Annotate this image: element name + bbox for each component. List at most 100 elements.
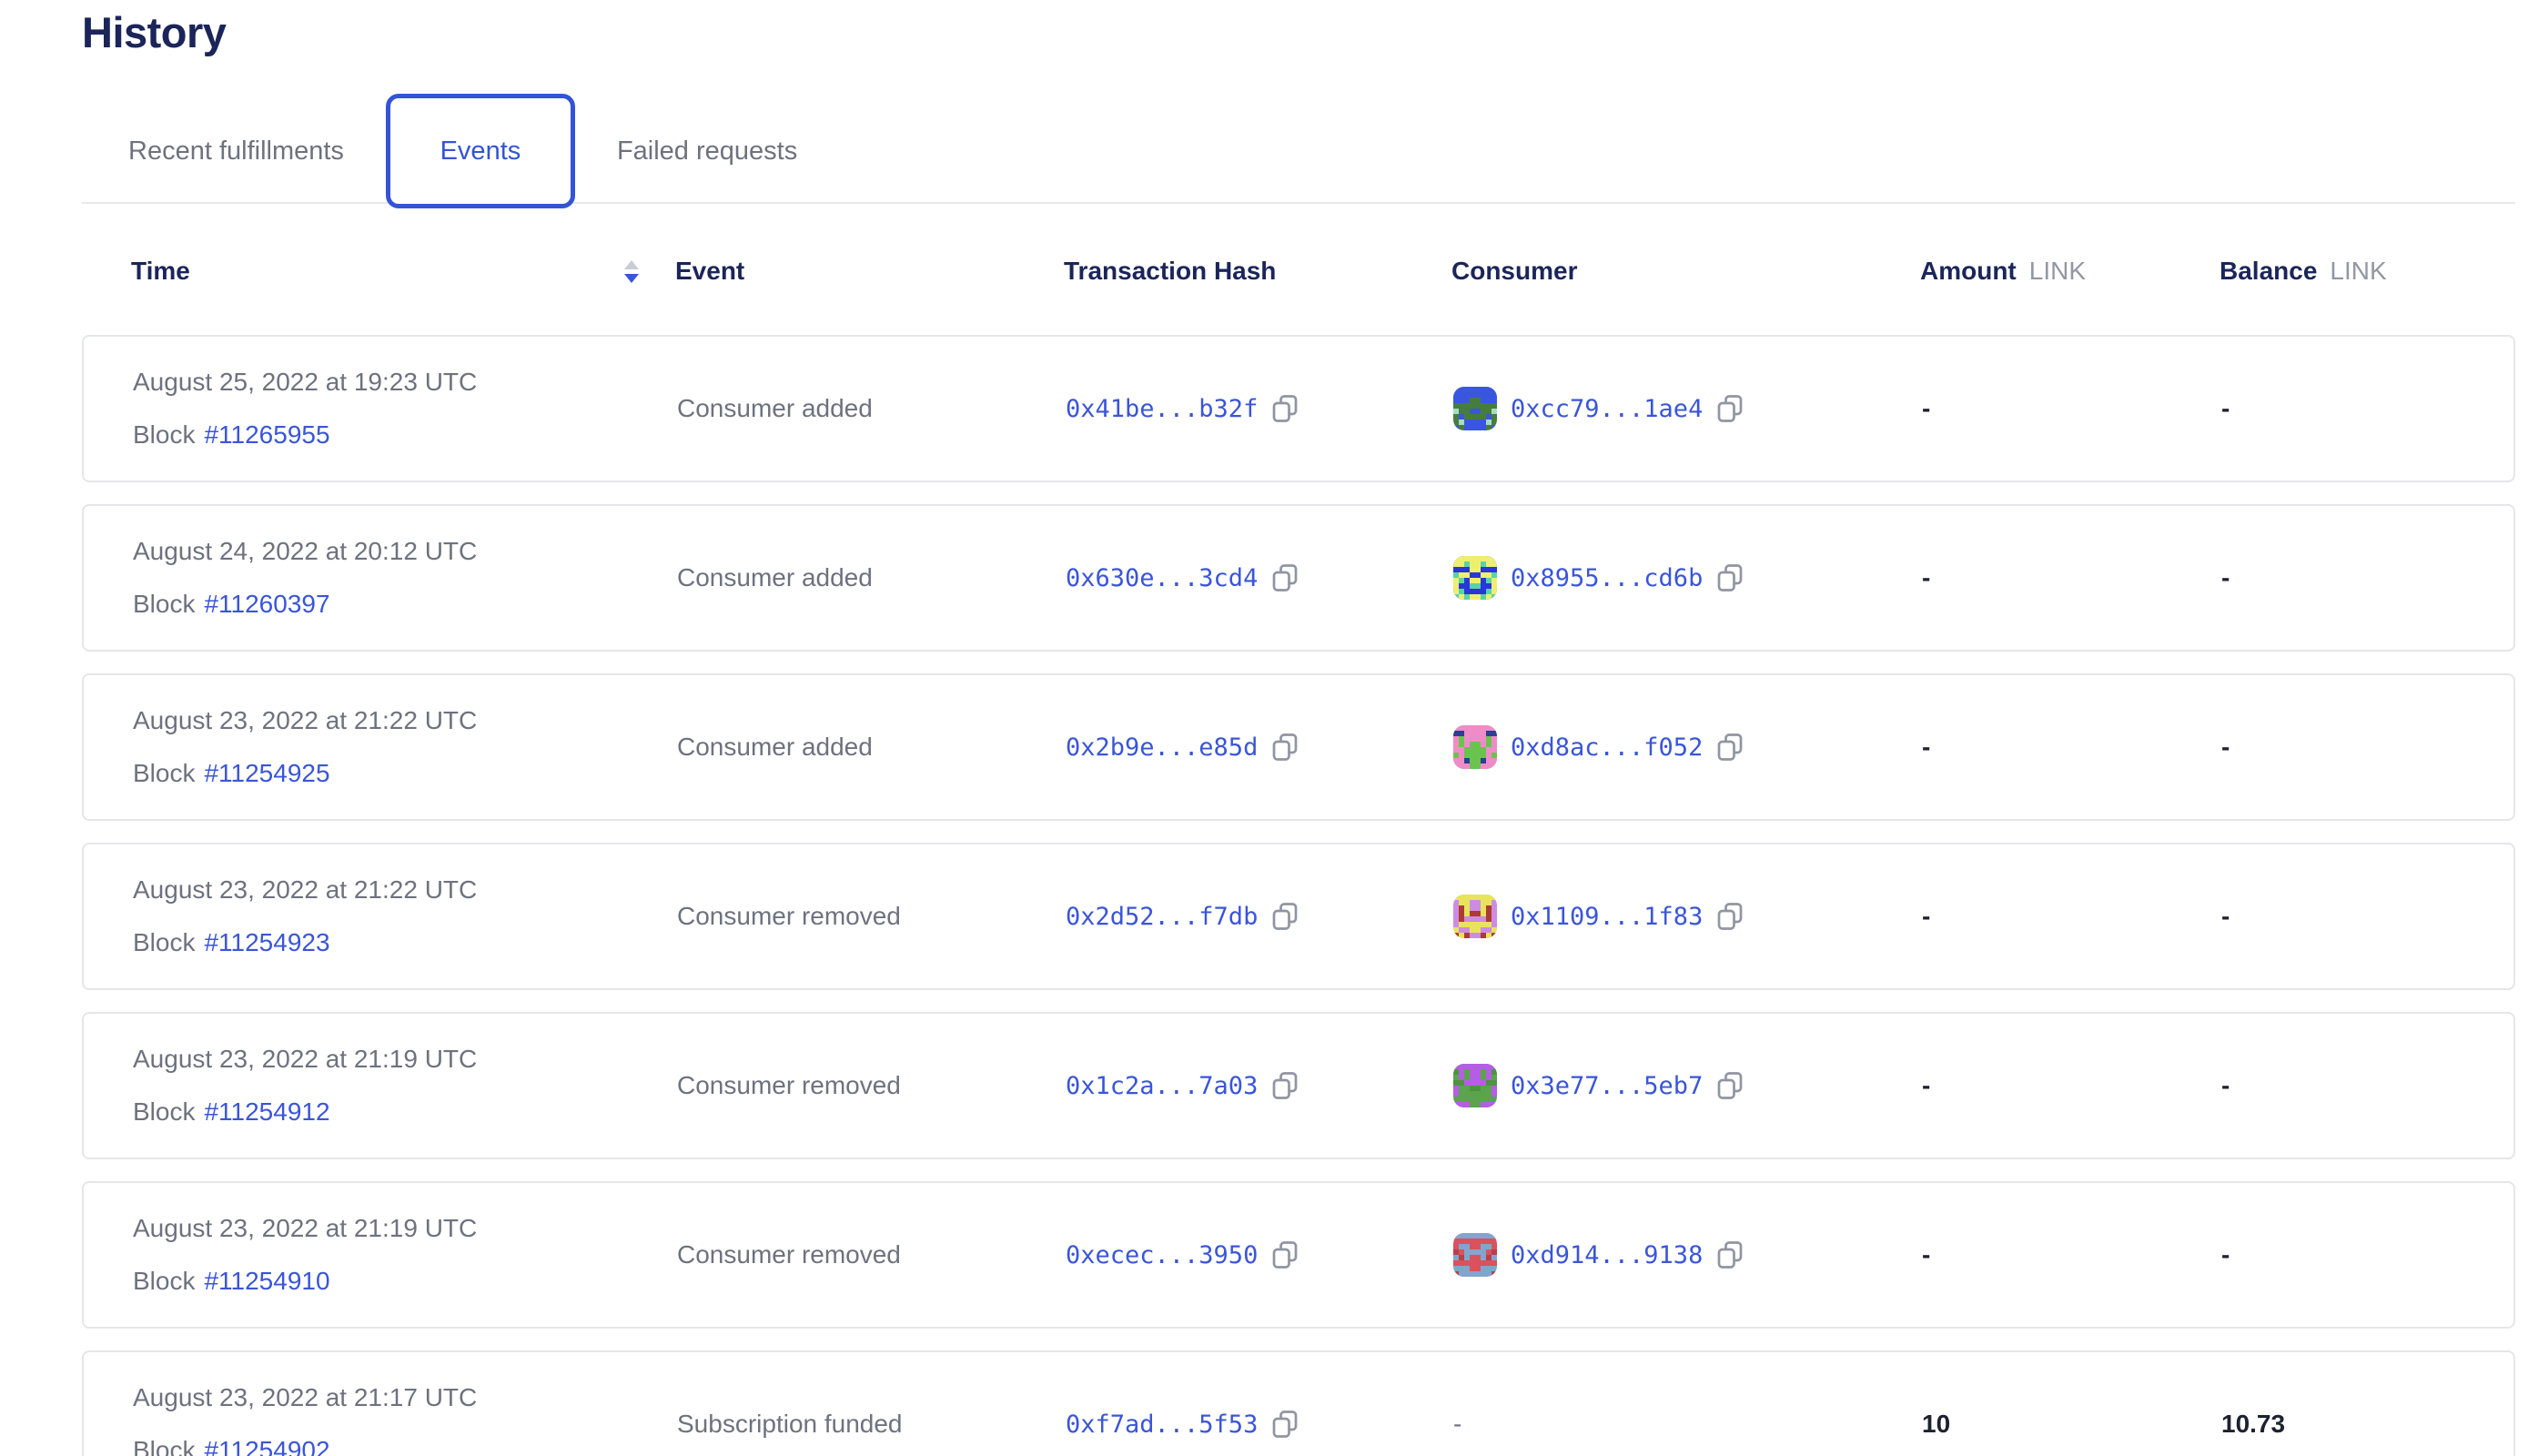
tx-hash-link[interactable]: 0x2d52...f7db: [1066, 902, 1259, 931]
copy-icon[interactable]: [1271, 1409, 1299, 1440]
history-tabs: Recent fulfillments Events Failed reques…: [82, 94, 797, 208]
tab-recent-fulfillments[interactable]: Recent fulfillments: [128, 136, 344, 166]
block-number-link[interactable]: #11254910: [204, 1267, 330, 1295]
balance-value: -: [2221, 1071, 2230, 1099]
copy-icon[interactable]: [1271, 393, 1299, 424]
time-cell: August 23, 2022 at 21:19 UTC Block #1125…: [133, 1214, 677, 1296]
time-cell: August 23, 2022 at 21:19 UTC Block #1125…: [133, 1045, 677, 1127]
amount-value: -: [1922, 733, 1931, 761]
consumer-address-link: -: [1453, 1410, 1462, 1438]
event-type: Consumer added: [677, 733, 873, 761]
amount-column-header: Amount LINK: [1920, 257, 2220, 286]
consumer-avatar: [1453, 725, 1497, 769]
event-type: Consumer added: [677, 563, 873, 592]
event-row: August 23, 2022 at 21:19 UTC Block #1125…: [82, 1012, 2515, 1159]
block-line: Block #11265955: [133, 420, 677, 450]
page-title: History: [82, 8, 227, 56]
sort-descending-icon[interactable]: [624, 259, 639, 283]
amount-value: -: [1922, 394, 1931, 422]
tab-events[interactable]: Events: [385, 94, 575, 208]
copy-icon[interactable]: [1716, 1070, 1744, 1101]
event-row: August 23, 2022 at 21:19 UTC Block #1125…: [82, 1181, 2515, 1329]
event-row: August 23, 2022 at 21:17 UTC Block #1125…: [82, 1350, 2515, 1456]
event-type: Subscription funded: [677, 1410, 903, 1438]
time-cell: August 23, 2022 at 21:17 UTC Block #1125…: [133, 1383, 677, 1456]
sort-up-arrow-icon: [624, 259, 639, 269]
tx-hash-link[interactable]: 0x630e...3cd4: [1066, 563, 1259, 592]
balance-value: -: [2221, 733, 2230, 761]
copy-icon[interactable]: [1271, 1239, 1299, 1270]
tx-hash-cell: 0x2b9e...e85d: [1066, 732, 1453, 763]
amount-column-label: Amount: [1920, 257, 2017, 285]
consumer-address-link[interactable]: 0x3e77...5eb7: [1511, 1071, 1704, 1100]
tx-hash-cell: 0x2d52...f7db: [1066, 901, 1453, 932]
block-number-link[interactable]: #11260397: [204, 590, 330, 618]
block-line: Block #11254910: [133, 1267, 677, 1296]
event-timestamp: August 23, 2022 at 21:19 UTC: [133, 1214, 478, 1242]
block-label: Block: [133, 759, 196, 787]
consumer-cell: -: [1453, 1410, 1922, 1439]
copy-icon[interactable]: [1271, 901, 1299, 932]
consumer-address-link[interactable]: 0xd914...9138: [1511, 1240, 1704, 1269]
tx-hash-link[interactable]: 0xecec...3950: [1066, 1240, 1259, 1269]
block-line: Block #11254912: [133, 1097, 677, 1127]
consumer-avatar: [1453, 556, 1497, 600]
block-label: Block: [133, 1267, 196, 1295]
block-label: Block: [133, 1097, 196, 1126]
event-timestamp: August 24, 2022 at 20:12 UTC: [133, 537, 478, 565]
event-type: Consumer removed: [677, 1071, 901, 1099]
block-number-link[interactable]: #11254902: [204, 1436, 330, 1456]
block-line: Block #11260397: [133, 590, 677, 619]
event-type: Consumer removed: [677, 1240, 901, 1269]
consumer-avatar: [1453, 387, 1497, 430]
tab-failed-requests[interactable]: Failed requests: [616, 136, 798, 166]
time-cell: August 24, 2022 at 20:12 UTC Block #1126…: [133, 537, 677, 619]
event-row: August 23, 2022 at 21:22 UTC Block #1125…: [82, 843, 2515, 990]
tx-hash-cell: 0xecec...3950: [1066, 1239, 1453, 1270]
copy-icon[interactable]: [1271, 562, 1299, 593]
event-type: Consumer added: [677, 394, 873, 422]
event-timestamp: August 23, 2022 at 21:17 UTC: [133, 1383, 478, 1411]
consumer-avatar: [1453, 1064, 1497, 1107]
copy-icon[interactable]: [1271, 1070, 1299, 1101]
copy-icon[interactable]: [1716, 732, 1744, 763]
event-column-header: Event: [675, 257, 745, 285]
table-header: Time Event Transaction Hash Consumer Amo…: [82, 242, 2515, 300]
consumer-address-link[interactable]: 0xcc79...1ae4: [1511, 394, 1704, 423]
copy-icon[interactable]: [1716, 393, 1744, 424]
time-column-label: Time: [131, 257, 190, 285]
balance-value: -: [2221, 902, 2230, 930]
tx-hash-cell: 0x1c2a...7a03: [1066, 1070, 1453, 1101]
block-number-link[interactable]: #11254923: [204, 928, 330, 956]
time-column-header: Time: [131, 257, 675, 286]
tx-hash-link[interactable]: 0xf7ad...5f53: [1066, 1410, 1259, 1439]
tx-hash-link[interactable]: 0x2b9e...e85d: [1066, 733, 1259, 762]
block-number-link[interactable]: #11265955: [204, 420, 330, 449]
event-timestamp: August 25, 2022 at 19:23 UTC: [133, 368, 478, 396]
consumer-cell: 0xd914...9138: [1453, 1233, 1922, 1277]
block-number-link[interactable]: #11254925: [204, 759, 330, 787]
tx-hash-link[interactable]: 0x1c2a...7a03: [1066, 1071, 1259, 1100]
consumer-address-link[interactable]: 0xd8ac...f052: [1511, 733, 1704, 762]
block-number-link[interactable]: #11254912: [204, 1097, 330, 1126]
tabs-divider: [82, 202, 2515, 204]
balance-value: -: [2221, 563, 2230, 592]
block-line: Block #11254923: [133, 928, 677, 957]
copy-icon[interactable]: [1716, 901, 1744, 932]
tx-hash-link[interactable]: 0x41be...b32f: [1066, 394, 1259, 423]
balance-value: -: [2221, 1240, 2230, 1269]
copy-icon[interactable]: [1271, 732, 1299, 763]
consumer-address-link[interactable]: 0x1109...1f83: [1511, 902, 1704, 931]
copy-icon[interactable]: [1716, 562, 1744, 593]
consumer-cell: 0x8955...cd6b: [1453, 556, 1922, 600]
consumer-cell: 0xcc79...1ae4: [1453, 387, 1922, 430]
consumer-address-link[interactable]: 0x8955...cd6b: [1511, 563, 1704, 592]
copy-icon[interactable]: [1716, 1239, 1744, 1270]
time-cell: August 23, 2022 at 21:22 UTC Block #1125…: [133, 875, 677, 957]
block-label: Block: [133, 590, 196, 618]
event-row: August 24, 2022 at 20:12 UTC Block #1126…: [82, 504, 2515, 652]
balance-value: -: [2221, 394, 2230, 422]
event-timestamp: August 23, 2022 at 21:22 UTC: [133, 875, 478, 904]
balance-column-label: Balance: [2220, 257, 2318, 285]
